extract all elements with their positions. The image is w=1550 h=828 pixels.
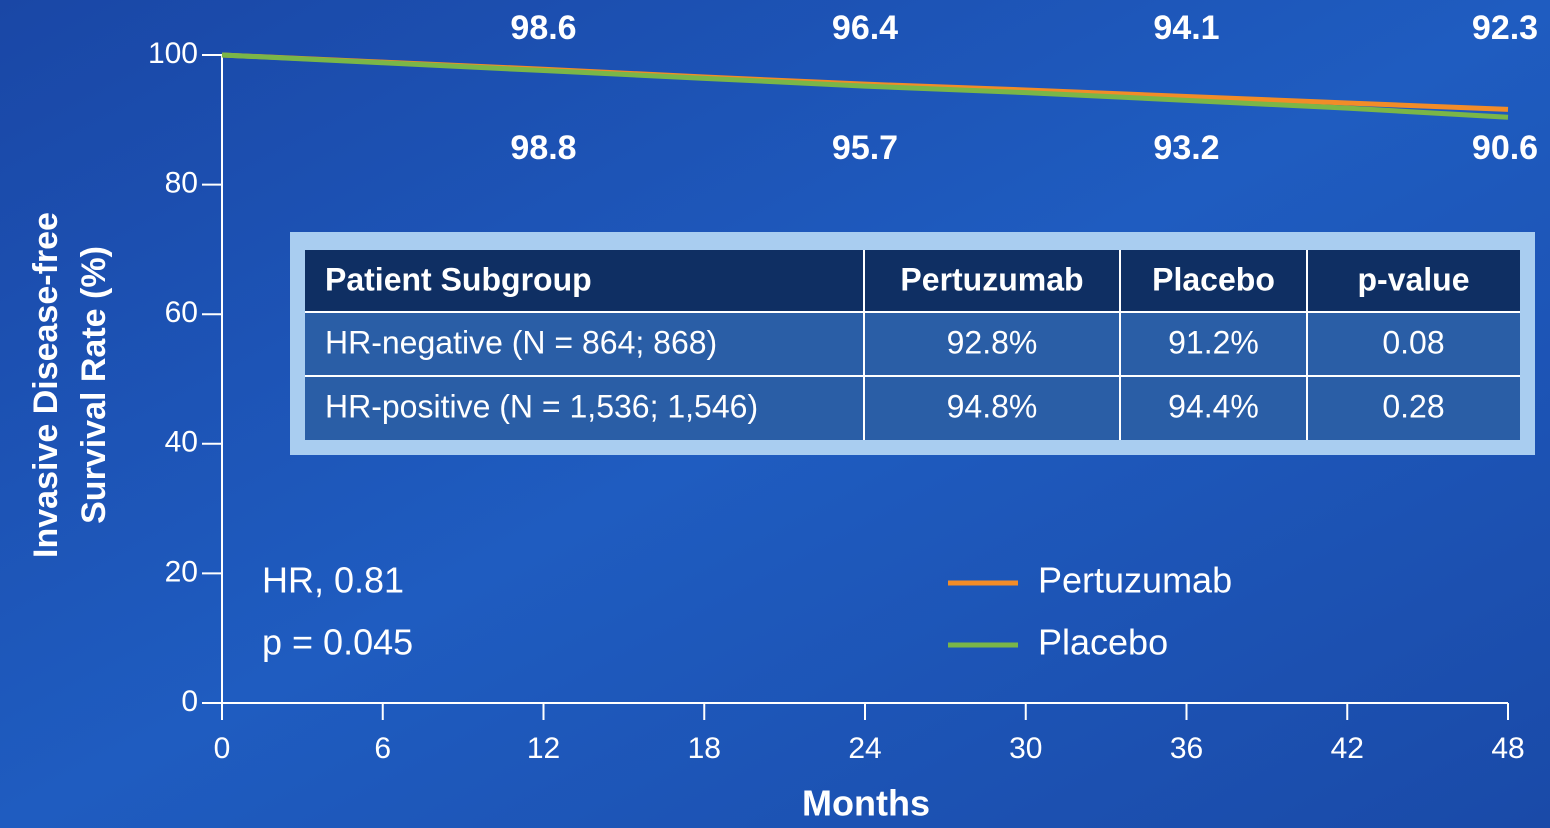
y-axis-title-line: Invasive Disease-free bbox=[27, 212, 65, 558]
landmark-label: 93.2 bbox=[1153, 129, 1219, 167]
y-tick-label: 0 bbox=[181, 685, 198, 718]
table-cell: 0.28 bbox=[1382, 388, 1444, 424]
table-cell: HR-positive (N = 1,536; 1,546) bbox=[325, 388, 758, 424]
y-tick-label: 80 bbox=[165, 167, 198, 200]
legend-label: Placebo bbox=[1038, 622, 1168, 663]
table-cell: HR-negative (N = 864; 868) bbox=[325, 324, 717, 360]
table-header-cell: Pertuzumab bbox=[900, 261, 1083, 297]
landmark-label: 92.3 bbox=[1472, 9, 1538, 47]
landmark-label: 94.1 bbox=[1153, 9, 1219, 47]
table-cell: 94.4% bbox=[1168, 388, 1259, 424]
landmark-label: 98.6 bbox=[510, 9, 576, 47]
x-tick-label: 24 bbox=[848, 732, 881, 765]
table-header-cell: Patient Subgroup bbox=[325, 261, 592, 297]
x-axis-title: Months bbox=[802, 783, 930, 824]
x-tick-label: 30 bbox=[1009, 732, 1042, 765]
y-tick-label: 40 bbox=[165, 426, 198, 459]
y-tick-label: 20 bbox=[165, 555, 198, 588]
x-tick-label: 18 bbox=[688, 732, 721, 765]
landmark-label: 96.4 bbox=[832, 9, 898, 47]
y-axis-title: Invasive Disease-free Survival Rate (%) bbox=[27, 212, 113, 558]
annotation: HR, 0.81 bbox=[262, 560, 404, 601]
x-tick-label: 6 bbox=[374, 732, 391, 765]
table-cell: 91.2% bbox=[1168, 324, 1259, 360]
landmark-label: 98.8 bbox=[510, 129, 576, 167]
legend-label: Pertuzumab bbox=[1038, 560, 1232, 601]
table-header-bg bbox=[305, 250, 1520, 312]
table-cell: 0.08 bbox=[1382, 324, 1444, 360]
table-header-cell: p-value bbox=[1357, 261, 1469, 297]
x-tick-label: 12 bbox=[527, 732, 560, 765]
table-header-cell: Placebo bbox=[1152, 261, 1275, 297]
y-axis-title-line: Survival Rate (%) bbox=[75, 246, 113, 524]
x-tick-label: 42 bbox=[1331, 732, 1364, 765]
landmark-label: 95.7 bbox=[832, 129, 898, 167]
series-line bbox=[221, 52, 1509, 120]
y-tick-label: 60 bbox=[165, 296, 198, 329]
x-tick-label: 0 bbox=[214, 732, 231, 765]
y-tick-label: 100 bbox=[148, 37, 198, 70]
x-tick-label: 36 bbox=[1170, 732, 1203, 765]
table-cell: 92.8% bbox=[947, 324, 1038, 360]
landmark-label: 90.6 bbox=[1472, 129, 1538, 167]
x-tick-label: 48 bbox=[1491, 732, 1524, 765]
table-cell: 94.8% bbox=[947, 388, 1038, 424]
annotation: p = 0.045 bbox=[262, 622, 413, 663]
